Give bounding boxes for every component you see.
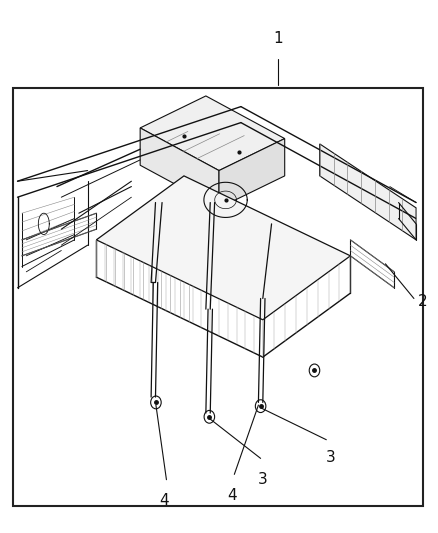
Polygon shape	[140, 96, 285, 171]
Polygon shape	[140, 128, 219, 208]
Text: 3: 3	[326, 450, 336, 465]
Polygon shape	[219, 139, 285, 208]
Polygon shape	[320, 144, 416, 240]
Text: 4: 4	[227, 488, 237, 503]
Text: 4: 4	[159, 493, 169, 508]
Text: 1: 1	[273, 31, 283, 46]
Polygon shape	[96, 176, 350, 320]
Text: 2: 2	[418, 294, 428, 309]
Text: 3: 3	[258, 472, 268, 487]
